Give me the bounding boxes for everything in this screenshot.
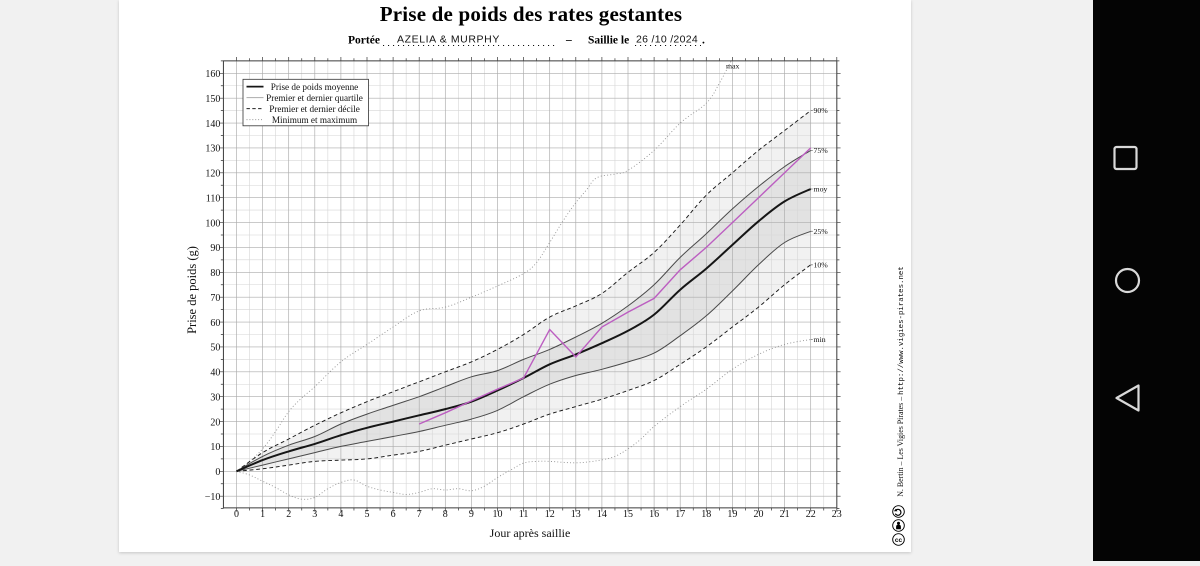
svg-text:150: 150 (205, 94, 220, 105)
svg-text:11: 11 (519, 509, 529, 520)
svg-text:.: . (702, 35, 705, 47)
svg-text:N. Bertin – Les Vigies Pirates: N. Bertin – Les Vigies Pirates – http://… (896, 266, 906, 497)
svg-text:14: 14 (597, 509, 607, 520)
svg-text:Prise de poids (g): Prise de poids (g) (185, 246, 199, 334)
svg-text:100: 100 (205, 218, 220, 229)
svg-text:Jour après saillie: Jour après saillie (490, 526, 571, 540)
svg-text:6: 6 (391, 509, 396, 520)
svg-text:90: 90 (210, 243, 220, 254)
svg-text:cc: cc (895, 537, 903, 544)
svg-text:Prise de poids des rates gesta: Prise de poids des rates gestantes (380, 2, 683, 26)
svg-text:60: 60 (210, 318, 220, 329)
svg-text:5: 5 (365, 509, 370, 520)
svg-text:AZELIA & MURPHY: AZELIA & MURPHY (397, 34, 500, 46)
svg-text:Premier et dernier quartile: Premier et dernier quartile (266, 93, 363, 103)
svg-text:4: 4 (338, 509, 343, 520)
svg-text:Portée: Portée (348, 35, 380, 47)
svg-text:70: 70 (210, 293, 220, 304)
svg-text:16: 16 (649, 509, 659, 520)
svg-text:20: 20 (210, 417, 220, 428)
svg-text:20: 20 (754, 509, 764, 520)
svg-text:110: 110 (206, 194, 221, 205)
svg-text:Premier et dernier décile: Premier et dernier décile (269, 104, 360, 114)
svg-text:18: 18 (701, 509, 711, 520)
svg-text:Saillie le: Saillie le (588, 35, 629, 47)
svg-text:–: – (565, 35, 572, 47)
svg-text:moy: moy (814, 185, 828, 194)
svg-text:0: 0 (234, 509, 239, 520)
svg-text:15: 15 (623, 509, 633, 520)
svg-text:50: 50 (210, 343, 220, 354)
svg-text:17: 17 (675, 509, 685, 520)
svg-text:13: 13 (571, 509, 581, 520)
svg-text:7: 7 (417, 509, 422, 520)
svg-text:0: 0 (215, 467, 220, 478)
svg-text:26 /10 /2024: 26 /10 /2024 (636, 34, 698, 46)
svg-text:90%: 90% (814, 106, 829, 115)
svg-text:Minimum et maximum: Minimum et maximum (272, 115, 357, 125)
svg-text:30: 30 (210, 393, 220, 404)
svg-text:40: 40 (210, 368, 220, 379)
svg-text:10: 10 (210, 442, 220, 453)
svg-text:130: 130 (205, 144, 220, 155)
svg-text:−10: −10 (205, 492, 221, 503)
svg-text:19: 19 (727, 509, 737, 520)
svg-text:23: 23 (832, 509, 842, 520)
svg-text:Prise de poids moyenne: Prise de poids moyenne (271, 82, 359, 92)
svg-text:min: min (814, 335, 826, 344)
svg-text:10: 10 (493, 509, 503, 520)
svg-text:120: 120 (205, 169, 220, 180)
svg-text:12: 12 (545, 509, 555, 520)
svg-text:max: max (726, 61, 740, 70)
svg-text:80: 80 (210, 268, 220, 279)
svg-text:9: 9 (469, 509, 474, 520)
svg-text:140: 140 (205, 119, 220, 130)
svg-text:3: 3 (312, 509, 317, 520)
svg-text:75%: 75% (814, 146, 829, 155)
svg-text:2: 2 (286, 509, 291, 520)
svg-text:160: 160 (205, 69, 220, 80)
svg-text:21: 21 (780, 509, 790, 520)
svg-text:25%: 25% (814, 227, 829, 236)
svg-text:8: 8 (443, 509, 448, 520)
svg-text:22: 22 (806, 509, 816, 520)
svg-text:1: 1 (260, 509, 265, 520)
svg-text:10%: 10% (814, 260, 829, 269)
